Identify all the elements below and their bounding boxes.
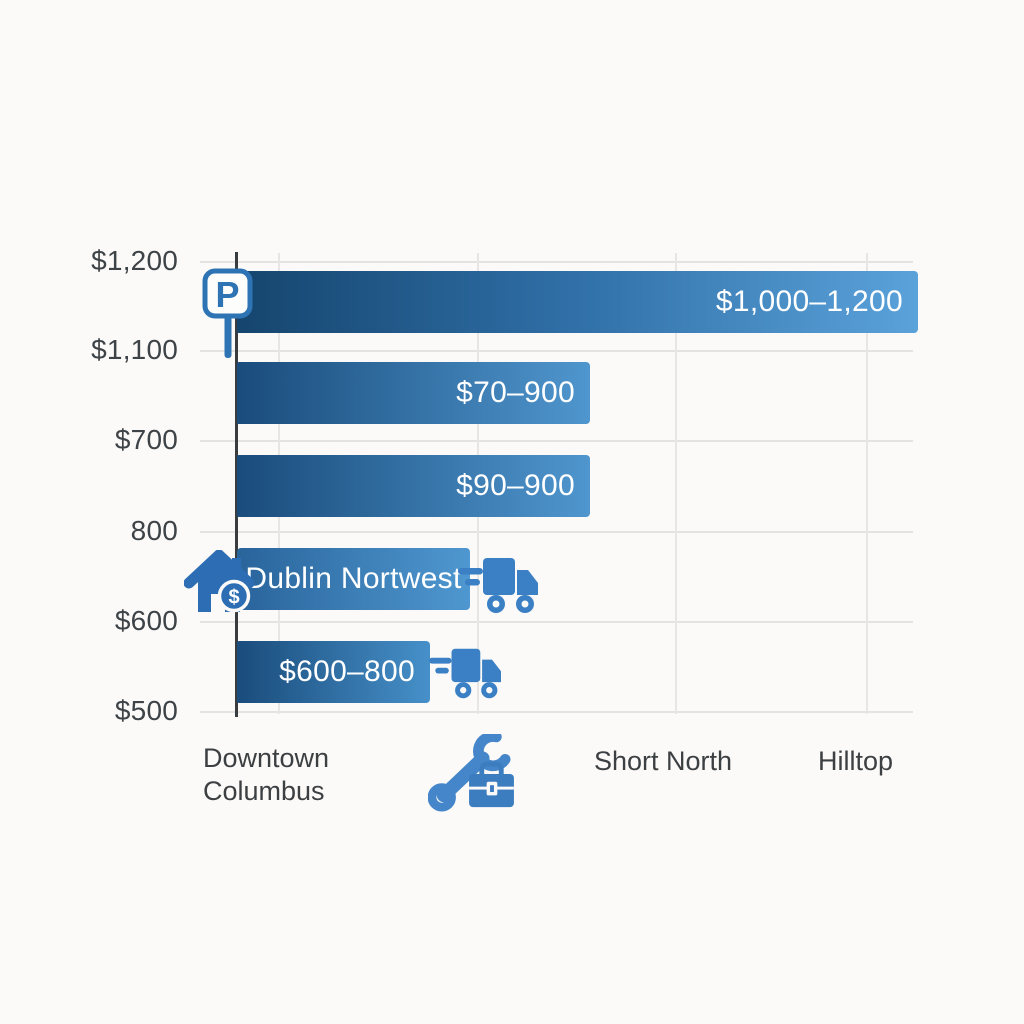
y-tick-label: $500 [114, 695, 178, 726]
bar-row-3: $90–900 [237, 455, 590, 517]
h-gridline [200, 531, 913, 533]
v-gridline [675, 253, 677, 714]
bar-label: $600–800 [279, 655, 415, 688]
h-gridline [200, 261, 913, 263]
bar-label: $70–900 [456, 376, 575, 409]
y-tick-label: $1,100 [91, 334, 178, 365]
y-tick-label: $600 [114, 605, 178, 636]
y-axis-line [235, 252, 238, 717]
y-tick-label: 800 [130, 515, 178, 546]
delivery-truck-icon [429, 648, 501, 699]
house-dollar-icon: $ [184, 550, 254, 613]
bar-row-2: $70–900 [237, 362, 590, 424]
x-tick-line: Downtown [203, 743, 330, 773]
x-tick-line: Columbus [203, 776, 325, 806]
v-gridline [866, 253, 868, 714]
parking-letter: P [215, 274, 239, 315]
h-gridline [200, 440, 913, 442]
wrench-toolbox-icon [428, 734, 514, 812]
bar-label: $1,000–1,200 [715, 285, 903, 318]
x-tick-label-short-north: Short North [593, 746, 733, 776]
x-tick-label-hilltop: Hilltop [817, 746, 894, 776]
h-gridline [200, 621, 913, 623]
x-tick-label-downtown-columbus: Downtown Columbus [203, 742, 329, 808]
y-tick-label: $700 [114, 424, 178, 455]
h-gridline [200, 711, 913, 713]
dollar-sign-glyph: $ [228, 587, 239, 609]
bar-row-5: $600–800 [237, 641, 430, 703]
bar-label: Dublin Nortwest [245, 562, 462, 595]
y-tick-label: $1,200 [91, 245, 178, 276]
bar-row-4: Dublin Nortwest [237, 548, 470, 610]
delivery-truck-icon [458, 558, 538, 613]
parking-sign-icon: P [202, 268, 253, 358]
bar-row-1: $1,000–1,200 [237, 271, 918, 333]
bar-label: $90–900 [456, 469, 575, 502]
h-gridline [200, 350, 913, 352]
